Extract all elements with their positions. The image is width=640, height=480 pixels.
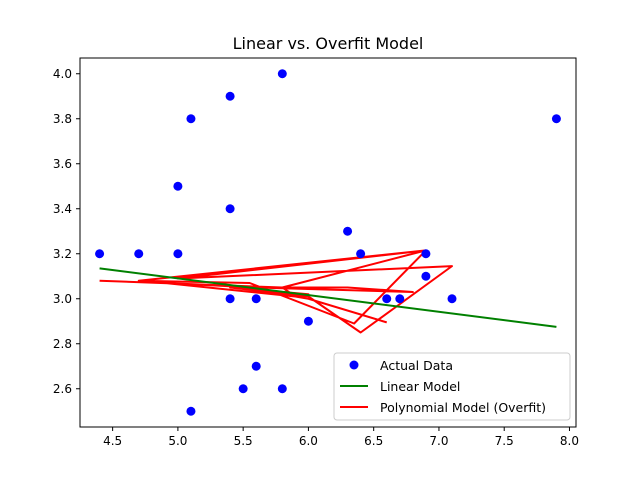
polynomial-model-line — [99, 249, 453, 334]
data-point — [225, 91, 235, 101]
x-tick-label: 7.0 — [429, 434, 448, 448]
legend-label-polynomial-model: Polynomial Model (Overfit) — [380, 400, 546, 415]
data-point — [356, 249, 366, 259]
x-tick-label: 5.0 — [168, 434, 187, 448]
data-point — [173, 249, 183, 259]
data-point — [186, 114, 196, 124]
data-point — [95, 249, 105, 259]
x-axis: 4.5 5.0 5.5 6.0 6.5 7.0 7.5 8.0 — [103, 427, 579, 448]
data-point — [395, 294, 405, 304]
chart-title: Linear vs. Overfit Model — [233, 34, 424, 53]
legend-label-linear-model: Linear Model — [380, 379, 460, 394]
x-tick-label: 6.5 — [364, 434, 383, 448]
data-point — [343, 226, 353, 236]
data-point — [447, 294, 457, 304]
legend: Actual Data Linear Model Polynomial Model … — [333, 352, 571, 421]
polynomial-layer — [99, 249, 453, 334]
data-point — [186, 406, 196, 416]
data-point — [225, 294, 235, 304]
x-tick-label: 4.5 — [103, 434, 122, 448]
legend-scatter-marker — [349, 360, 359, 370]
x-tick-label: 7.5 — [495, 434, 514, 448]
data-point — [134, 249, 144, 259]
data-point — [238, 384, 248, 394]
linear-model-line — [99, 267, 557, 328]
y-tick-label: 3.8 — [53, 112, 72, 126]
data-point — [421, 249, 431, 259]
legend-label-actual-data: Actual Data — [380, 358, 453, 373]
y-tick-label: 3.0 — [53, 292, 72, 306]
plot-frame — [79, 57, 577, 428]
data-point — [251, 361, 261, 371]
scatter-layer — [95, 69, 561, 416]
data-point — [277, 69, 287, 79]
linear-layer — [99, 267, 557, 328]
data-point — [303, 316, 313, 326]
data-point — [251, 294, 261, 304]
y-tick-label: 4.0 — [53, 67, 72, 81]
data-point — [277, 384, 287, 394]
x-tick-label: 5.5 — [234, 434, 253, 448]
x-tick-label: 8.0 — [560, 434, 579, 448]
y-tick-label: 2.6 — [53, 382, 72, 396]
y-tick-label: 3.2 — [53, 247, 72, 261]
data-point — [173, 181, 183, 191]
data-point — [382, 294, 392, 304]
y-tick-label: 3.6 — [53, 157, 72, 171]
y-axis: 2.6 2.8 3.0 3.2 3.4 3.6 3.8 4.0 — [53, 67, 80, 396]
y-tick-label: 3.4 — [53, 202, 72, 216]
x-tick-label: 6.0 — [299, 434, 318, 448]
data-point — [551, 114, 561, 124]
data-point — [225, 204, 235, 214]
y-tick-label: 2.8 — [53, 337, 72, 351]
data-point — [421, 271, 431, 281]
legend-box — [333, 352, 571, 421]
